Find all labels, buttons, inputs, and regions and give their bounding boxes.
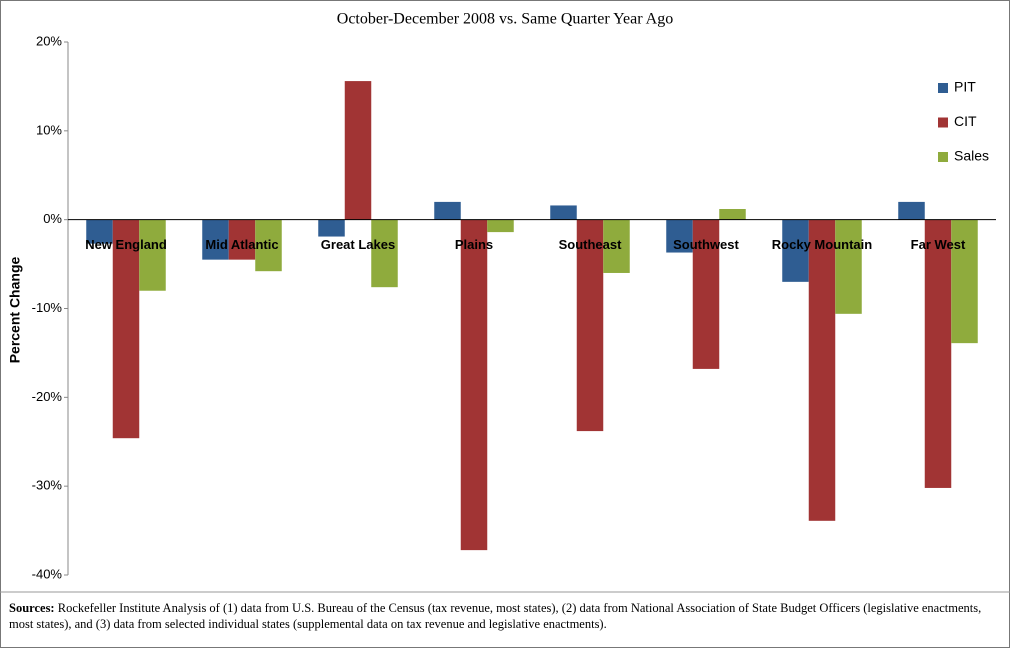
bar [898, 201, 925, 220]
bar [112, 219, 140, 439]
source-text: Rockefeller Institute Analysis of (1) da… [9, 601, 982, 631]
y-tick-label: -20% [32, 389, 63, 404]
legend-label: PIT [954, 79, 976, 95]
frame [0, 0, 1010, 648]
bar [318, 219, 345, 237]
x-tick-label: Mid Atlantic [205, 237, 278, 252]
x-tick-label: Plains [455, 237, 493, 252]
bar [228, 219, 256, 260]
bar [371, 219, 398, 288]
bar [344, 81, 372, 220]
bar [576, 219, 604, 432]
bar [782, 219, 809, 282]
bar [666, 219, 693, 253]
x-tick-label: Great Lakes [321, 237, 395, 252]
legend-swatch [938, 117, 948, 128]
y-axis-label: Percent Change [7, 256, 23, 363]
y-tick-label: -30% [32, 478, 63, 493]
bar [487, 219, 514, 233]
bar [550, 205, 577, 220]
bar [460, 219, 488, 551]
source-label: Sources: [9, 601, 55, 615]
bar [692, 219, 720, 369]
bar [434, 201, 461, 220]
bar [202, 219, 229, 260]
bar [86, 219, 113, 244]
x-tick-label: Far West [911, 237, 966, 252]
bar [835, 219, 862, 314]
legend-swatch [938, 83, 948, 93]
bar [924, 219, 952, 488]
legend-label: Sales [954, 148, 989, 164]
y-tick-label: 0% [43, 211, 62, 226]
x-tick-label: Southeast [559, 237, 623, 252]
y-tick-label: -10% [32, 300, 63, 315]
bar [808, 219, 836, 521]
y-tick-label: 20% [36, 33, 62, 48]
x-tick-label: Southwest [673, 237, 739, 252]
bar [255, 219, 282, 272]
sources: Sources: Rockefeller Institute Analysis … [9, 600, 1004, 632]
x-tick-label: Rocky Mountain [772, 237, 872, 252]
bar [139, 219, 166, 291]
legend-swatch [938, 152, 948, 162]
bar [719, 209, 746, 220]
x-tick-label: New England [85, 237, 167, 252]
chart-title: October-December 2008 vs. Same Quarter Y… [337, 11, 673, 28]
bar [951, 219, 978, 344]
bar [603, 219, 630, 273]
y-tick-label: -40% [32, 566, 63, 581]
y-tick-label: 10% [36, 122, 62, 137]
legend-label: CIT [954, 113, 977, 129]
